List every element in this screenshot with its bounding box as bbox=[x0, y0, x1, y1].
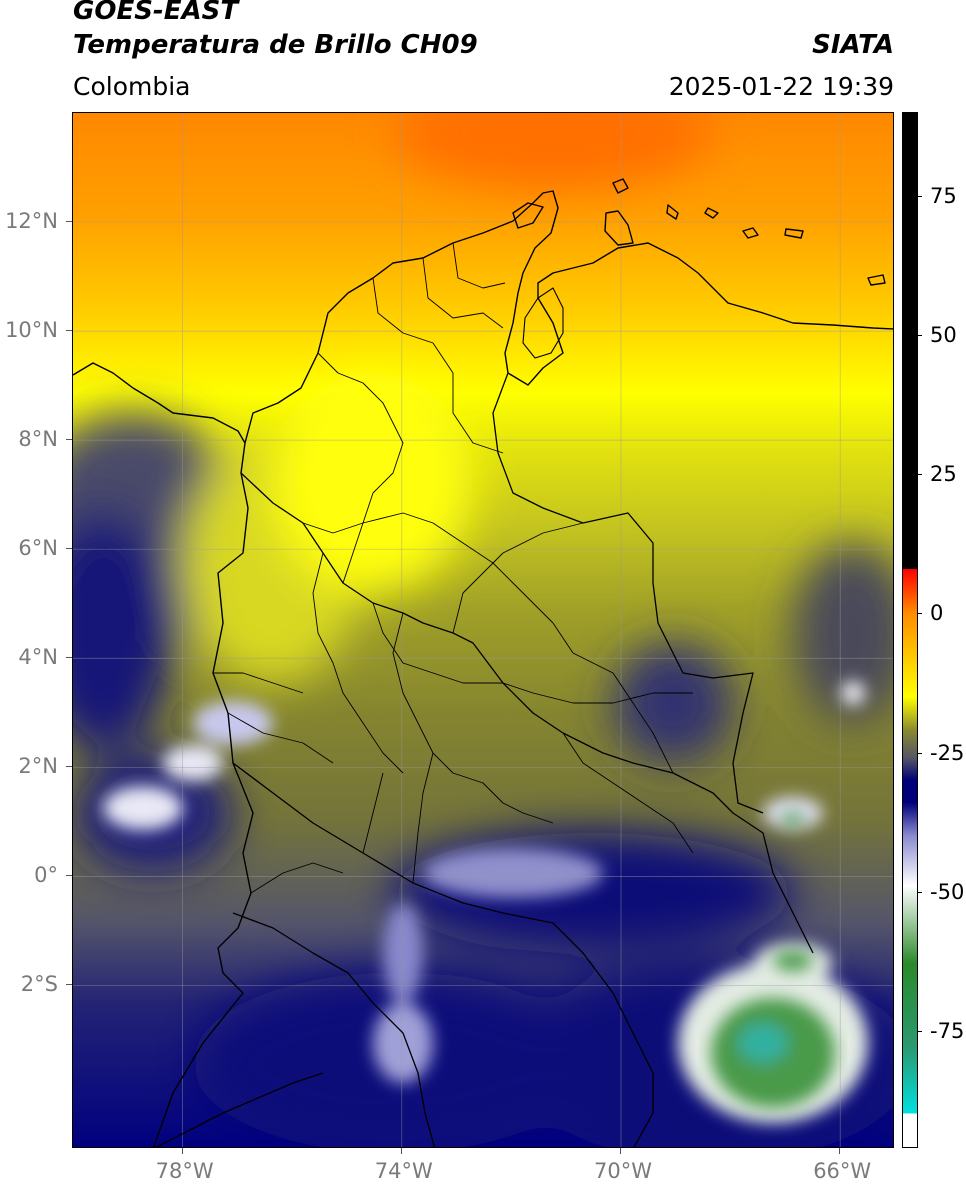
longitude-tick-label: 66°W bbox=[813, 1159, 872, 1183]
department-borders bbox=[213, 242, 694, 894]
latitude-tick-label: 6°N bbox=[18, 536, 58, 561]
colorbar-tick bbox=[917, 752, 922, 754]
colorbar-tick-label: -25 bbox=[930, 740, 965, 765]
latitude-tick bbox=[66, 330, 72, 332]
colorbar-tick bbox=[917, 334, 922, 336]
latitude-tick-label: 4°N bbox=[18, 645, 58, 670]
colorbar-tick bbox=[917, 474, 922, 476]
latitude-tick bbox=[66, 548, 72, 550]
map-title-line2: Temperatura de Brillo CH09 bbox=[73, 30, 478, 60]
longitude-tick-label: 74°W bbox=[374, 1159, 433, 1183]
latitude-tick-label: 2°N bbox=[18, 754, 58, 779]
latitude-tick-label: 8°N bbox=[18, 427, 58, 452]
latitude-tick bbox=[66, 766, 72, 768]
colorbar bbox=[902, 112, 918, 1148]
colorbar-tick-label: 75 bbox=[930, 183, 957, 208]
colorbar-tick-label: -50 bbox=[930, 879, 965, 904]
longitude-tick bbox=[400, 1148, 402, 1154]
colorbar-tick-label: -75 bbox=[930, 1019, 965, 1044]
latitude-tick-label: 10°N bbox=[5, 318, 58, 343]
organization-label: SIATA bbox=[812, 30, 894, 60]
colorbar-tick-label: 25 bbox=[930, 462, 957, 487]
latitude-tick-label: 12°N bbox=[5, 209, 58, 234]
colorbar-tick-label: 50 bbox=[930, 322, 957, 347]
colorbar-tick bbox=[917, 891, 922, 893]
colorbar-tick bbox=[917, 1031, 922, 1033]
colorbar-tick-label: 0 bbox=[930, 601, 944, 626]
longitude-tick-label: 70°W bbox=[594, 1159, 652, 1183]
region-label: Colombia bbox=[73, 72, 191, 101]
national-borders bbox=[155, 372, 814, 1147]
coldest-cloud-tops bbox=[711, 813, 835, 1108]
latitude-tick bbox=[66, 984, 72, 986]
longitude-tick bbox=[181, 1148, 183, 1154]
graticule bbox=[73, 113, 893, 1147]
latitude-tick-label: 0° bbox=[34, 863, 58, 888]
colorbar-tick bbox=[917, 613, 922, 615]
longitude-tick bbox=[620, 1148, 621, 1154]
longitude-tick-label: 78°W bbox=[155, 1159, 214, 1183]
latitude-tick-label: 2°S bbox=[20, 972, 58, 997]
latitude-tick bbox=[66, 657, 72, 659]
satellite-map[interactable] bbox=[72, 112, 894, 1148]
timestamp-label: 2025-01-22 19:39 bbox=[668, 72, 894, 101]
maracaibo-lake-outline bbox=[522, 287, 564, 359]
latitude-tick bbox=[66, 875, 72, 877]
map-canvas bbox=[73, 113, 893, 1147]
longitude-tick bbox=[839, 1148, 841, 1154]
latitude-tick bbox=[66, 439, 72, 441]
colorbar-tick bbox=[917, 195, 922, 197]
latitude-tick bbox=[66, 221, 72, 223]
map-title-line1: GOES-EAST bbox=[73, 0, 239, 26]
